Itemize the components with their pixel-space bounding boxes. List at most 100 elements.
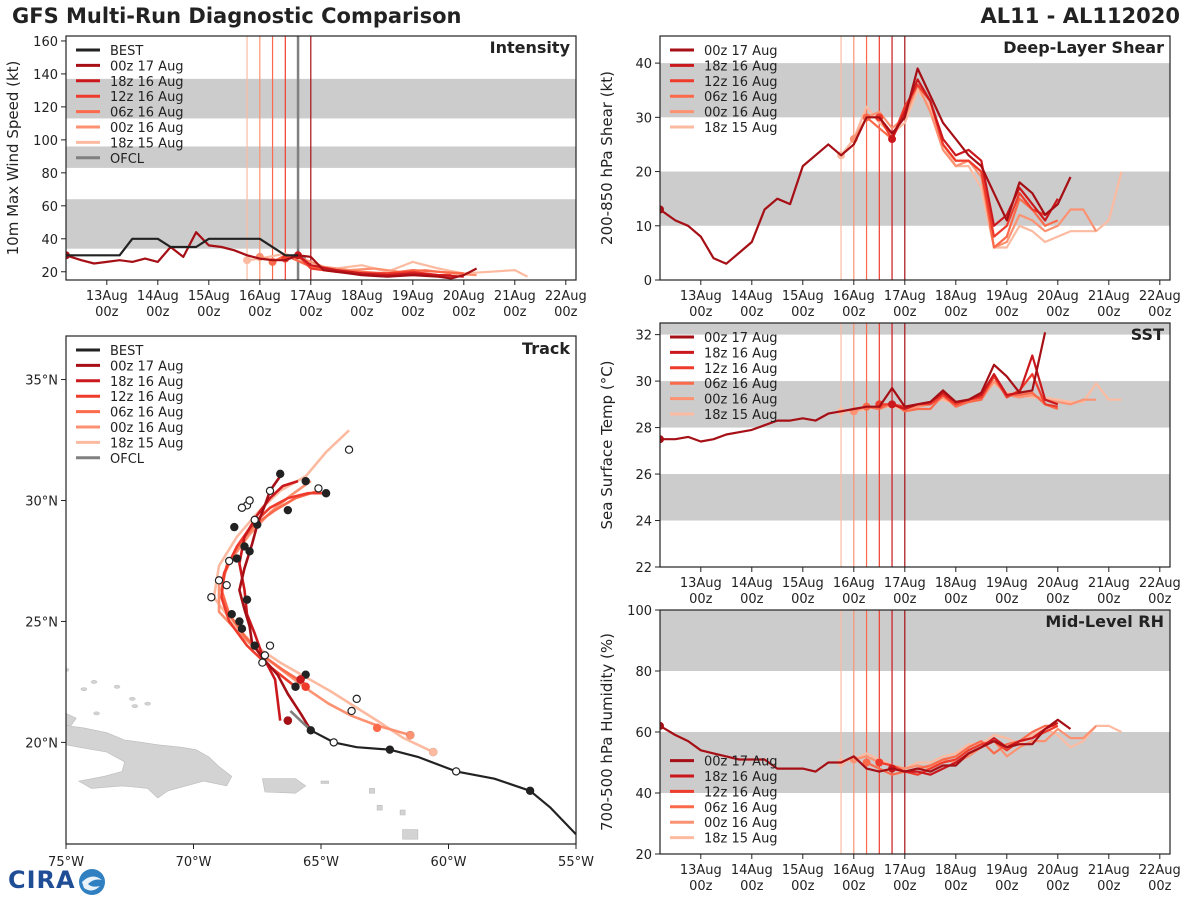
shear-frame [659, 35, 1171, 281]
rh-ytick-label: 40 [635, 787, 652, 802]
track-line [217, 480, 411, 737]
shear-xtick-day: 16Aug [833, 289, 875, 304]
shear-ytick-label: 20 [635, 166, 652, 181]
intensity-xtick-hour: 00z [197, 305, 221, 320]
intensity-frame [65, 35, 577, 281]
track-marker [260, 651, 270, 660]
shear-xtick-hour: 00z [893, 305, 917, 320]
track-marker [207, 593, 216, 602]
track-start-point [429, 747, 438, 757]
legend-label: 18z 16 Aug [110, 375, 184, 390]
track-start-point [296, 675, 305, 684]
sst-xtick-day: 21Aug [1088, 576, 1130, 591]
shear-xtick-hour: 00z [842, 305, 866, 320]
legend-label: 00z 17 Aug [704, 44, 778, 59]
rh-ytick-label: 60 [635, 726, 652, 741]
sst-xtick-hour: 00z [791, 592, 815, 607]
rh-xtick-day: 15Aug [782, 863, 824, 878]
rh-xtick-hour: 00z [689, 879, 713, 894]
rh-xtick-hour: 00z [1148, 879, 1172, 894]
sst-xtick-hour: 00z [1148, 592, 1172, 607]
track-line [212, 429, 434, 754]
intensity-plot-area [66, 36, 529, 280]
sst-band-0 [660, 474, 1170, 521]
rh-ytick-label: 80 [635, 665, 652, 680]
intensity-xtick-hour: 00z [299, 305, 323, 320]
sst-title: SST [1131, 325, 1164, 344]
rh-xtick-hour: 00z [740, 879, 764, 894]
shear-xtick-day: 22Aug [1139, 289, 1181, 304]
intensity-ytick-label: 140 [33, 68, 58, 83]
island-speck [144, 701, 151, 706]
track-marker [237, 503, 247, 512]
shear-panel: 01020304013Aug00z14Aug00z15Aug00z16Aug00… [598, 35, 1181, 320]
track-marker [237, 624, 247, 633]
sst-xtick-hour: 00z [893, 592, 917, 607]
rh-xtick-hour: 00z [1097, 879, 1121, 894]
intensity-xtick-hour: 00z [401, 305, 425, 320]
rh-xtick-hour: 00z [995, 879, 1019, 894]
land-polygon [66, 725, 233, 799]
legend-label: 00z 16 Aug [110, 421, 184, 436]
sst-band-2 [660, 323, 1170, 335]
island-speck [93, 711, 100, 716]
shear-xtick-hour: 00z [740, 305, 764, 320]
sst-xtick-day: 15Aug [782, 576, 824, 591]
track-marker [344, 445, 354, 454]
shear-xtick-day: 13Aug [680, 289, 722, 304]
sst-ytick-label: 28 [635, 422, 652, 437]
track-start-point [406, 730, 415, 740]
track-marker [222, 580, 231, 590]
land-polygon [376, 804, 383, 811]
legend-label: 06z 16 Aug [704, 801, 778, 816]
intensity-band-0 [66, 199, 576, 249]
track-marker [451, 767, 461, 776]
shear-init-point [660, 205, 664, 214]
shear-xtick-hour: 00z [944, 305, 968, 320]
intensity-xtick-hour: 00z [554, 305, 578, 320]
intensity-init-point [243, 256, 252, 265]
rh-xtick-hour: 00z [791, 879, 815, 894]
rh-xtick-hour: 00z [893, 879, 917, 894]
intensity-panel: 2040608010012014016013Aug00z14Aug00z15Au… [4, 35, 587, 320]
legend-label: 18z 15 Aug [704, 121, 778, 136]
sst-xtick-hour: 00z [842, 592, 866, 607]
track-marker [265, 486, 275, 496]
intensity-series-line [66, 237, 299, 257]
intensity-xtick-hour: 00z [248, 305, 272, 320]
rh-xtick-hour: 00z [1046, 879, 1070, 894]
track-marker [329, 738, 338, 747]
rh-xtick-day: 22Aug [1139, 863, 1181, 878]
intensity-band-1 [66, 146, 576, 168]
rh-xtick-day: 18Aug [935, 863, 977, 878]
intensity-xtick-day: 18Aug [341, 289, 383, 304]
shear-xtick-hour: 00z [689, 305, 713, 320]
sst-xtick-day: 17Aug [884, 576, 926, 591]
track-marker [301, 670, 310, 679]
shear-xtick-day: 15Aug [782, 289, 824, 304]
rh-plot-area [660, 610, 1122, 854]
track-xtick-label: 60°W [431, 855, 467, 870]
intensity-ytick-label: 160 [33, 35, 58, 50]
intensity-ytick-label: 20 [41, 266, 58, 281]
sst-frame [659, 322, 1171, 568]
sst-ylabel: Sea Surface Temp (°C) [598, 360, 616, 529]
intensity-xtick-day: 14Aug [137, 289, 179, 304]
track-marker [250, 641, 259, 650]
shear-ylabel: 200-850 hPa Shear (kt) [598, 71, 616, 245]
track-marker [385, 745, 395, 754]
shear-xtick-day: 20Aug [1037, 289, 1079, 304]
track-ytick-label: 35°N [25, 374, 58, 389]
shear-xtick-hour: 00z [1097, 305, 1121, 320]
rh-ytick-label: 20 [635, 848, 652, 863]
sst-xtick-day: 16Aug [833, 576, 875, 591]
track-ytick-label: 20°N [25, 736, 58, 751]
legend-label: OFCL [110, 452, 145, 467]
track-marker [314, 484, 323, 493]
sst-series-line [660, 332, 1047, 443]
intensity-series-line [66, 231, 478, 280]
legend-label: 06z 16 Aug [704, 377, 778, 392]
island-speck [90, 680, 98, 684]
shear-init-point [888, 135, 897, 144]
